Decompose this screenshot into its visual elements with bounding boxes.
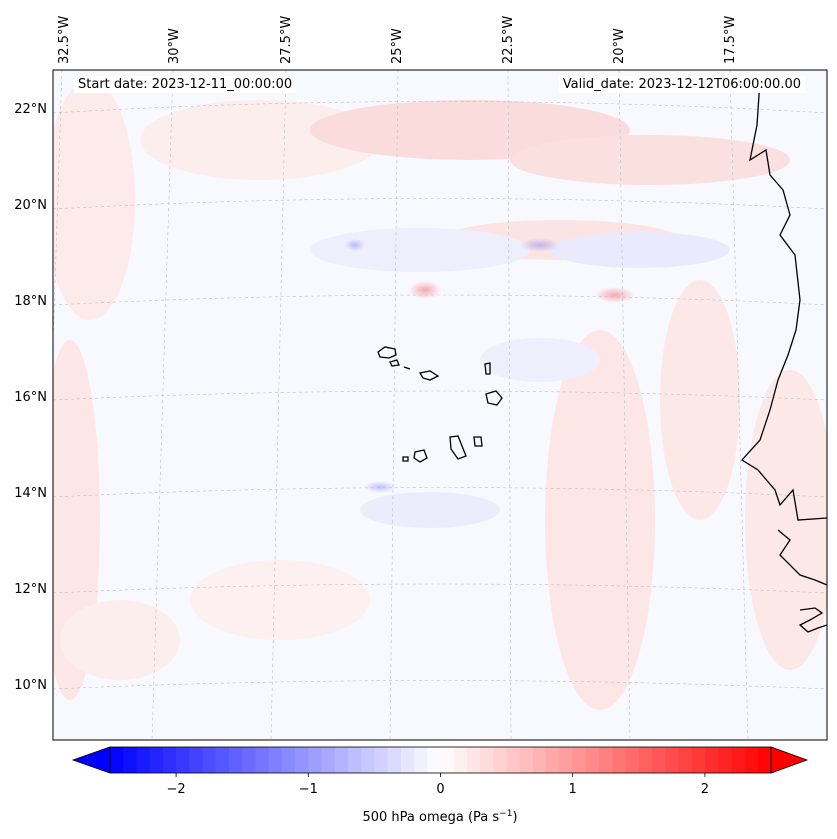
colorbar: −2 −1 0 1 2 500 hPa omega (Pa s−1) [71,746,809,825]
island-boa-vista [485,390,503,406]
colorbar-step [519,747,534,773]
lat-tick: 16°N [14,390,47,405]
lon-tick: 30°W [167,28,182,64]
island-santa-luzia [403,366,411,370]
lat-tick: 22°N [14,102,47,117]
colorbar-step [110,747,124,773]
senegal-coast [777,529,827,586]
lon-tick: 22.5°W [501,16,516,64]
colorbar-step [228,747,243,773]
lat-tick: 20°N [14,198,47,213]
colorbar-step [585,747,600,773]
colorbar-tick-label: 0 [436,782,444,797]
colorbar-step [242,747,256,773]
colorbar-step [506,747,521,773]
colorbar-step [493,747,508,773]
valid-date-label: Valid_date: 2023-12-12T06:00:00.00 [558,76,805,93]
colorbar-step [638,747,653,773]
colorbar-step [731,747,746,773]
colorbar-step [546,747,560,773]
africa-coastline [740,79,827,521]
colorbar-step [374,747,389,773]
colorbar-step [665,747,679,773]
colorbar-step [136,747,151,773]
colorbar-step [308,747,323,773]
graticule [53,70,827,740]
colorbar-step [704,747,719,773]
colorbar-step [691,747,706,773]
lon-tick: 17.5°W [723,16,738,64]
colorbar-step [652,747,666,773]
lon-tick: 27.5°W [279,16,294,64]
guinea-coast [798,607,827,633]
colorbar-step [295,747,309,773]
colorbar-extend-high [770,746,809,774]
map-frame [52,69,828,741]
colorbar-step [757,747,772,773]
colorbar-step [453,747,468,773]
colorbar-step [387,747,402,773]
island-sal [484,362,491,375]
island-santo-antao [377,346,397,359]
island-brava [402,456,409,462]
colorbar-step [321,747,336,773]
colorbar-step [361,747,375,773]
lat-tick: 18°N [14,294,47,309]
island-maio [473,436,483,447]
colorbar-step [599,747,613,773]
colorbar-step [559,747,574,773]
lon-tick: 20°W [612,28,627,64]
colorbar-step [189,747,204,773]
island-santiago [449,435,467,460]
lat-tick-labels: 22°N 20°N 18°N 16°N 14°N 12°N 10°N [14,102,47,693]
colorbar-step [400,747,415,773]
colorbar-step [744,747,759,773]
colorbar-step [255,747,270,773]
colorbar-tick-label: −1 [299,782,318,797]
colorbar-tick-label: 1 [569,782,577,797]
start-date-label: Start date: 2023-12-11_00:00:00 [74,76,297,93]
colorbar-ticks: −2 −1 0 1 2 [167,773,709,797]
colorbar-step [268,747,283,773]
colorbar-label: 500 hPa omega (Pa s−1) [362,809,517,825]
colorbar-tick-label: 2 [701,782,709,797]
lat-tick: 10°N [14,678,47,693]
colorbar-step [149,747,164,773]
map-panel [53,70,827,740]
colorbar-steps [110,747,772,773]
colorbar-step [533,747,547,773]
lat-tick: 14°N [14,486,47,501]
colorbar-step [176,747,190,773]
colorbar-step [625,747,640,773]
colorbar-step [334,747,349,773]
colorbar-step [414,747,428,773]
lon-tick: 32.5°W [57,16,72,64]
island-sao-nicolau [418,370,440,381]
colorbar-step [678,747,693,773]
omega-field [53,80,827,710]
island-fogo [413,449,428,463]
colorbar-step [480,747,494,773]
colorbar-step [718,747,732,773]
colorbar-step [215,747,230,773]
colorbar-step [466,747,481,773]
colorbar-step [162,747,177,773]
colorbar-step [281,747,296,773]
lon-tick: 25°W [390,28,405,64]
colorbar-step [427,747,441,773]
colorbar-extend-low [71,746,111,774]
colorbar-step [612,747,627,773]
island-sao-vicente [389,359,400,367]
lat-tick: 12°N [14,582,47,597]
colorbar-step [347,747,362,773]
colorbar-step [202,747,217,773]
lon-tick-labels: 32.5°W 30°W 27.5°W 25°W 22.5°W 20°W 17.5… [57,16,738,64]
colorbar-step [123,747,137,773]
colorbar-step [440,747,455,773]
colorbar-tick-label: −2 [167,782,186,797]
coastline [377,79,827,633]
colorbar-step [572,747,587,773]
